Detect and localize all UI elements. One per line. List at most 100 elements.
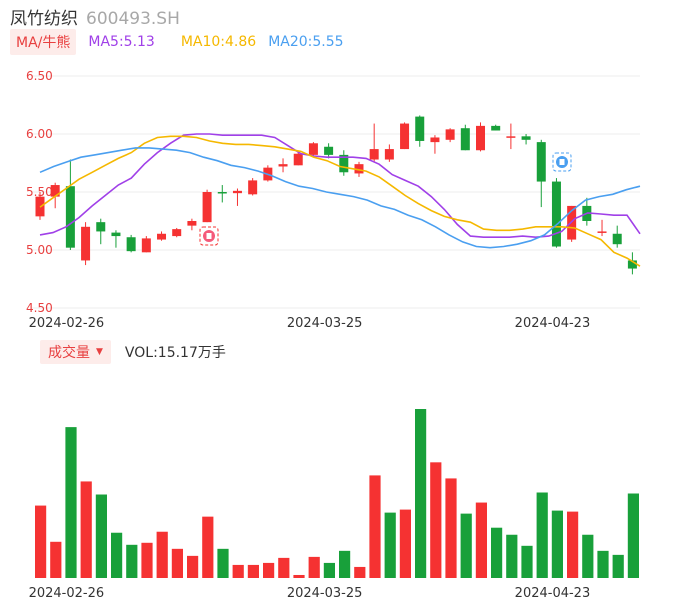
candle	[187, 218, 197, 231]
caret-down-icon: ▼	[96, 347, 103, 357]
ma-lines	[39, 133, 641, 267]
candle	[202, 189, 212, 223]
bull-signal-icon[interactable]	[199, 226, 219, 246]
y-tick-label: 5.00	[26, 243, 53, 257]
candle	[126, 234, 136, 253]
candle	[476, 122, 486, 152]
volume-bar	[582, 534, 594, 578]
volume-bar	[263, 562, 275, 578]
signal-markers	[199, 152, 572, 246]
candle	[460, 124, 470, 151]
ma-legend: MA/牛熊 MA5:5.13 MA10:4.86 MA20:5.55	[10, 29, 344, 55]
candle	[430, 135, 440, 154]
y-tick-label: 4.50	[26, 301, 53, 315]
volume-bar	[597, 550, 609, 578]
candle	[324, 143, 334, 159]
x-tick-label: 2024-04-23	[515, 586, 591, 601]
candle	[445, 128, 455, 143]
volume-bar	[384, 512, 396, 578]
stock-header: 凤竹纺织 600493.SH	[10, 4, 180, 29]
volume-bar	[141, 542, 153, 578]
volume-bar	[187, 555, 199, 578]
candle	[157, 231, 167, 241]
ma-indicator-selector[interactable]: MA/牛熊	[10, 29, 77, 55]
volume-bar	[126, 544, 138, 578]
candle	[627, 252, 637, 275]
y-tick-label: 6.50	[26, 69, 53, 83]
volume-bar	[65, 427, 77, 578]
volume-legend: 成交量 ▼ VOL:15.17万手	[40, 340, 226, 364]
candle	[172, 227, 182, 238]
ma10-value: MA10:4.86	[180, 34, 257, 50]
volume-value: VOL:15.17万手	[124, 345, 226, 361]
volume-bar	[35, 505, 47, 578]
x-tick-label: 2024-03-25	[287, 586, 363, 601]
volume-bar	[95, 494, 107, 578]
candles	[35, 115, 637, 275]
date-axis-price: 2024-02-26 2024-03-25 2024-04-23	[29, 316, 591, 331]
volume-bar	[430, 462, 442, 578]
volume-bar	[491, 527, 503, 578]
candle	[536, 139, 546, 208]
candle	[141, 236, 151, 253]
x-tick-label: 2024-02-26	[29, 316, 105, 331]
volume-bars	[35, 409, 639, 578]
volume-bar	[232, 564, 244, 578]
candle	[400, 122, 410, 150]
volume-bar	[247, 564, 259, 578]
candle	[217, 185, 227, 203]
candle	[65, 159, 75, 250]
volume-bar	[278, 557, 290, 578]
volume-bar	[202, 516, 214, 578]
volume-bar	[217, 548, 229, 578]
ma20-line	[39, 147, 641, 249]
candle	[415, 115, 425, 147]
candle	[248, 178, 258, 196]
volume-bar	[156, 531, 168, 578]
candle	[597, 219, 607, 237]
x-tick-label: 2024-02-26	[29, 586, 105, 601]
volume-bar	[567, 511, 579, 578]
date-axis-volume: 2024-02-26 2024-03-25 2024-04-23	[29, 586, 591, 601]
candle	[232, 188, 242, 206]
y-tick-label: 5.50	[26, 185, 53, 199]
volume-bar	[399, 509, 411, 578]
volume-bar	[506, 534, 518, 578]
ma20-value: MA20:5.55	[268, 34, 344, 50]
bear-signal-icon[interactable]	[552, 152, 572, 172]
volume-bar	[551, 510, 563, 578]
candle	[612, 225, 622, 248]
volume-bar	[415, 409, 427, 578]
volume-bar	[536, 492, 548, 578]
ma5-value: MA5:5.13	[88, 34, 155, 50]
candle	[111, 230, 121, 248]
volume-bar	[627, 493, 639, 578]
ma10-line	[39, 135, 641, 267]
x-tick-label: 2024-04-23	[515, 316, 591, 331]
volume-bar	[50, 541, 62, 578]
volume-bar	[475, 502, 487, 578]
stock-code: 600493.SH	[86, 9, 180, 29]
stock-name: 凤竹纺织	[10, 9, 78, 29]
candle	[369, 123, 379, 162]
candle	[278, 158, 288, 173]
volume-indicator-selector[interactable]: 成交量 ▼	[40, 340, 111, 364]
price-axis: 6.50 6.00 5.50 5.00 4.50	[26, 69, 53, 315]
candle	[506, 123, 516, 150]
y-tick-label: 6.00	[26, 127, 53, 141]
volume-bar	[80, 481, 92, 578]
volume-bar	[293, 574, 305, 578]
volume-bar	[354, 566, 366, 578]
volume-bar	[460, 513, 472, 578]
volume-bar	[171, 548, 183, 578]
volume-bar	[521, 545, 533, 578]
candle	[293, 151, 303, 166]
candle	[96, 218, 106, 245]
candle	[384, 144, 394, 162]
candle	[339, 150, 349, 176]
price-grid	[32, 75, 640, 309]
x-tick-label: 2024-03-25	[287, 316, 363, 331]
candle	[308, 142, 318, 158]
volume-bar	[445, 478, 457, 578]
